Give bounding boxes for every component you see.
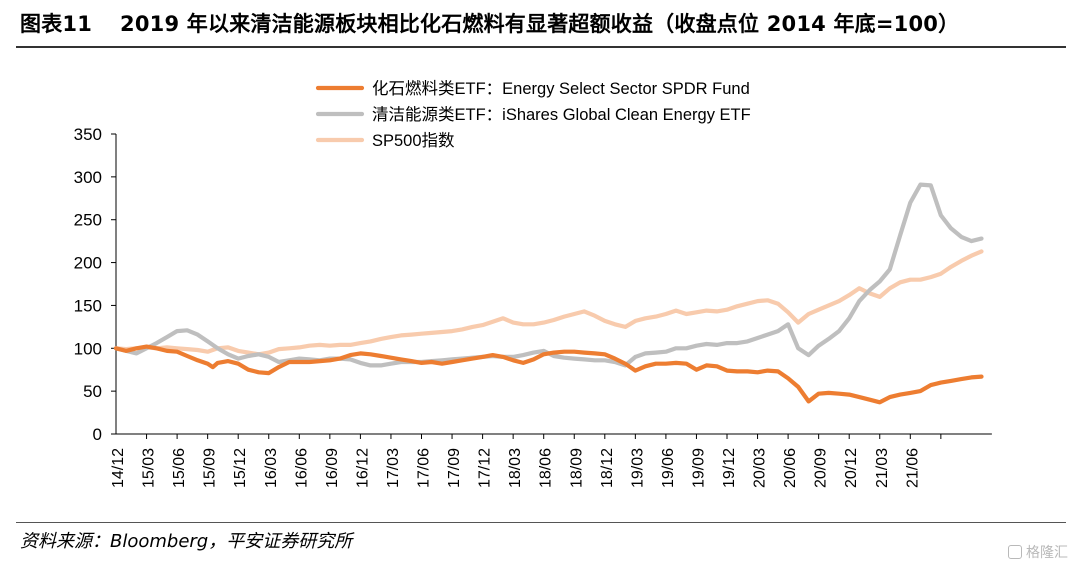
source-note: 资料来源：Bloomberg，平安证券研究所: [20, 531, 353, 552]
x-tick-label: 18/03: [507, 448, 524, 488]
series-layer: [113, 182, 984, 405]
x-tick-label: 16/12: [354, 448, 371, 488]
y-tick-label: 0: [93, 425, 102, 444]
line-chart: 化石燃料类ETF：Energy Select Sector SPDR Fund 清…: [74, 79, 992, 488]
legend-label: 化石燃料类ETF：Energy Select Sector SPDR Fund: [372, 79, 750, 98]
y-tick-label: 300: [74, 168, 102, 187]
watermark-logo-icon: [1008, 545, 1022, 559]
x-axis: 14/12 15/03 15/06 15/09 15/12 16/03 16/06 16/09…: [110, 433, 992, 488]
x-tick-label: 15/06: [171, 448, 188, 488]
y-tick-label: 100: [74, 339, 102, 358]
header-rule: [16, 46, 1066, 48]
x-tick-label: 17/06: [416, 448, 433, 488]
series-line-fossil-fuel-etf: [113, 344, 984, 405]
figure-title-text: 2019 年以来清洁能源板块相比化石燃料有显著超额收益（收盘点位 2014 年底…: [120, 12, 960, 36]
x-tick-label: 15/09: [202, 448, 219, 488]
y-tick-label: 200: [74, 254, 102, 273]
series-line-clean-energy-etf: [113, 182, 984, 368]
x-tick-label: 16/09: [324, 448, 341, 488]
x-tick-label: 16/03: [263, 448, 280, 488]
y-tick-label: 250: [74, 211, 102, 230]
x-tick-label: 19/12: [721, 448, 738, 488]
x-tick-label: 21/06: [904, 448, 921, 488]
x-tick-label: 20/09: [813, 448, 830, 488]
x-tick-label: 21/03: [874, 448, 891, 488]
y-tick-label: 50: [83, 382, 102, 401]
x-tick-label: 19/03: [629, 448, 646, 488]
figure-number: 图表11: [20, 12, 93, 36]
chart-legend: 化石燃料类ETF：Energy Select Sector SPDR Fund 清…: [315, 79, 751, 150]
y-tick-label: 150: [74, 296, 102, 315]
series-line-sp500: [113, 249, 984, 357]
legend-label: 清洁能源类ETF：iShares Global Clean Energy ETF: [372, 105, 751, 124]
watermark-text: 格隆汇: [1026, 545, 1068, 561]
x-tick-label: 17/12: [477, 448, 494, 488]
watermark: 格隆汇: [1008, 542, 1068, 562]
y-axis: 0 50 100 150 200 250 300 350: [74, 125, 117, 444]
x-tick-label: 18/09: [568, 448, 585, 488]
x-tick-label: 20/06: [782, 448, 799, 488]
x-tick-label: 15/03: [141, 448, 158, 488]
footer-rule: [16, 522, 1066, 523]
x-tick-label: 19/06: [660, 448, 677, 488]
figure-header: 图表11 2019 年以来清洁能源板块相比化石燃料有显著超额收益（收盘点位 201…: [0, 0, 1080, 48]
x-tick-label: 15/12: [232, 448, 249, 488]
x-tick-label: 17/09: [446, 448, 463, 488]
x-tick-label: 17/03: [385, 448, 402, 488]
x-tick-label: 18/06: [538, 448, 555, 488]
y-tick-label: 350: [74, 125, 102, 144]
x-tick-label: 16/06: [293, 448, 310, 488]
x-tick-label: 18/12: [599, 448, 616, 488]
x-tick-label: 14/12: [110, 448, 127, 488]
figure-title: 图表11 2019 年以来清洁能源板块相比化石燃料有显著超额收益（收盘点位 201…: [20, 8, 959, 38]
x-tick-label: 19/09: [690, 448, 707, 488]
x-tick-label: 20/12: [843, 448, 860, 488]
x-tick-label: 20/03: [752, 448, 769, 488]
legend-label: SP500指数: [372, 131, 455, 150]
